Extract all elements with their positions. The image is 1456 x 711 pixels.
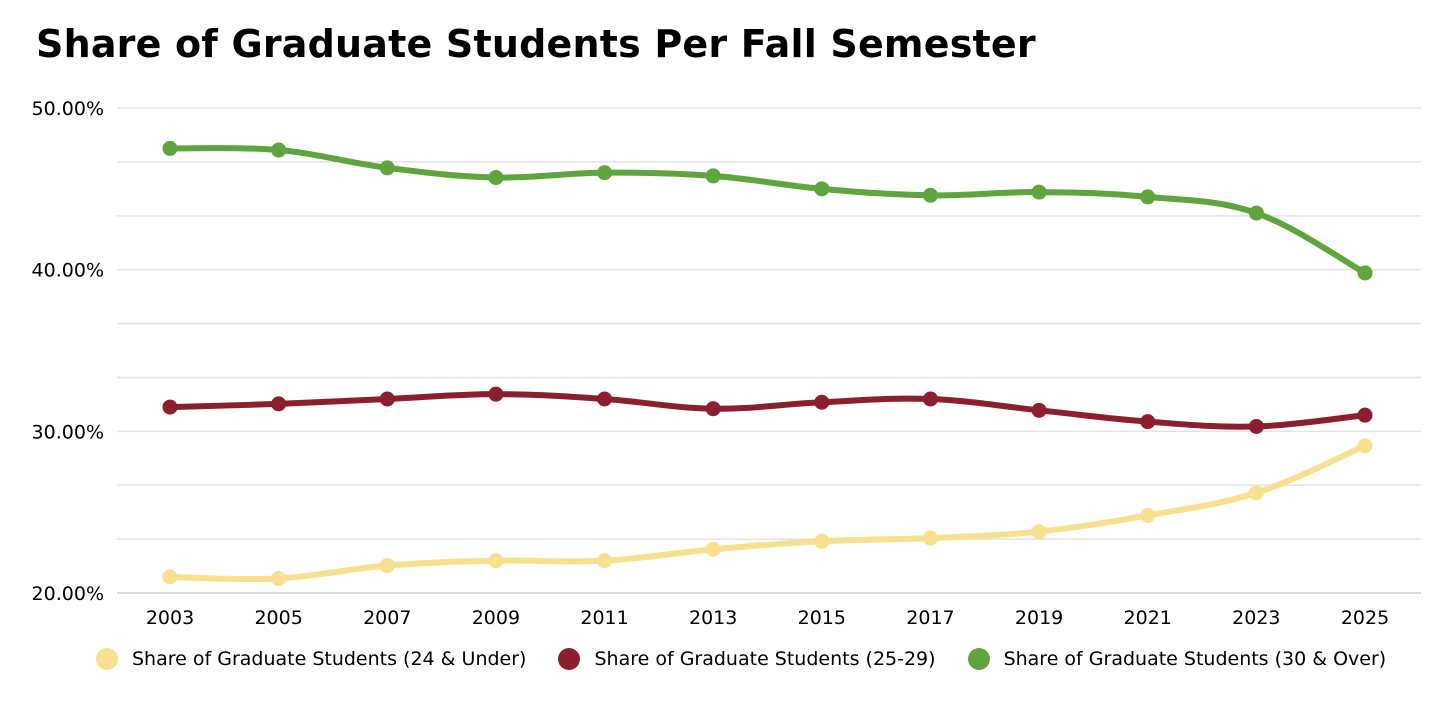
- data-point: [1248, 418, 1264, 434]
- data-point: [162, 399, 178, 415]
- x-tick-label: 2005: [254, 607, 302, 629]
- y-tick-label: 40.00%: [32, 260, 104, 282]
- series-2: [162, 386, 1373, 434]
- chart-title: Share of Graduate Students Per Fall Seme…: [36, 22, 1036, 66]
- series-line: [167, 391, 1368, 430]
- legend-label: Share of Graduate Students (24 & Under): [132, 648, 527, 670]
- data-point: [1140, 189, 1156, 205]
- data-point: [1357, 407, 1373, 423]
- data-point: [597, 391, 613, 407]
- legend-item: Share of Graduate Students (30 & Over): [967, 648, 1387, 670]
- data-point: [1357, 265, 1373, 281]
- data-point: [379, 160, 395, 176]
- x-tick-label: 2019: [1015, 607, 1063, 629]
- x-tick-label: 2003: [146, 607, 194, 629]
- x-tick-label: 2009: [472, 607, 520, 629]
- x-tick-label: 2023: [1232, 607, 1280, 629]
- series-line: [167, 442, 1368, 583]
- data-point: [922, 187, 938, 203]
- y-axis-tick-labels: 20.00% 30.00% 40.00% 50.00%: [32, 98, 104, 605]
- data-point: [162, 569, 178, 585]
- data-point: [1031, 524, 1047, 540]
- x-tick-label: 2013: [689, 607, 737, 629]
- data-point: [705, 401, 721, 417]
- series-line: [167, 145, 1368, 276]
- data-point: [1357, 438, 1373, 454]
- legend-swatch: [558, 648, 581, 670]
- data-point: [1248, 485, 1264, 501]
- x-tick-label: 2007: [363, 607, 411, 629]
- series-1: [162, 438, 1373, 586]
- legend-swatch: [96, 648, 118, 670]
- x-axis-tick-labels: 2003 2005 2007 2009 2011 2013 2015 2017 2019 2021…: [146, 607, 1389, 629]
- legend-label: Share of Graduate Students (25-29): [594, 648, 936, 670]
- data-point: [379, 558, 395, 574]
- data-point: [379, 391, 395, 407]
- legend-swatch: [967, 648, 990, 670]
- series-lines: [162, 140, 1373, 586]
- data-point: [705, 541, 721, 557]
- gridlines: [117, 107, 1421, 594]
- x-tick-label: 2021: [1124, 607, 1172, 629]
- y-tick-label: 20.00%: [32, 583, 104, 605]
- legend: Share of Graduate Students (24 & Under) S…: [96, 648, 1418, 670]
- data-point: [814, 394, 830, 410]
- x-tick-label: 2015: [798, 607, 846, 629]
- data-point: [271, 570, 287, 586]
- legend-label: Share of Graduate Students (30 & Over): [1003, 648, 1387, 670]
- series-3: [162, 140, 1373, 281]
- y-tick-label: 50.00%: [32, 98, 104, 120]
- data-point: [271, 396, 287, 412]
- legend-item: Share of Graduate Students (24 & Under): [96, 648, 526, 670]
- data-point: [488, 553, 504, 569]
- data-point: [488, 386, 504, 402]
- data-point: [597, 165, 613, 181]
- data-point: [705, 168, 721, 184]
- data-point: [488, 170, 504, 186]
- data-point: [1140, 507, 1156, 523]
- legend-item: Share of Graduate Students (25-29): [558, 648, 936, 670]
- data-point: [1248, 205, 1264, 221]
- data-point: [162, 140, 178, 156]
- data-point: [1031, 402, 1047, 418]
- data-point: [597, 553, 613, 569]
- data-point: [1031, 184, 1047, 200]
- data-point: [922, 391, 938, 407]
- data-point: [922, 530, 938, 546]
- x-tick-label: 2017: [906, 607, 954, 629]
- data-point: [1140, 414, 1156, 430]
- x-tick-label: 2011: [580, 607, 628, 629]
- data-point: [814, 181, 830, 197]
- x-tick-label: 2025: [1341, 607, 1389, 629]
- data-point: [814, 533, 830, 549]
- data-point: [271, 142, 287, 158]
- y-tick-label: 30.00%: [32, 421, 104, 443]
